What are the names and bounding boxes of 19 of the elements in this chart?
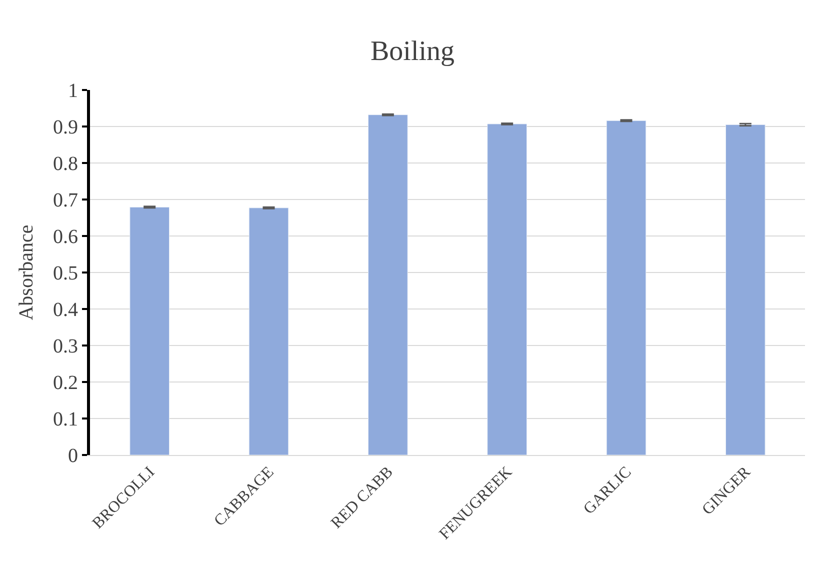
bar <box>726 124 766 455</box>
bar <box>130 206 170 455</box>
y-tick-label: 0 <box>68 445 78 467</box>
chart-title: Boiling <box>370 36 455 67</box>
bar <box>606 120 646 455</box>
y-tick-label: 1 <box>68 80 78 102</box>
y-tick-label: 0.7 <box>53 190 78 212</box>
bar <box>368 114 408 455</box>
y-tick-label: 0.1 <box>53 408 78 430</box>
y-tick-label: 0.5 <box>53 262 78 284</box>
bar <box>248 208 289 455</box>
y-tick-label: 0.6 <box>53 226 78 248</box>
y-axis-title: Absorbance <box>16 224 38 320</box>
y-tick-label: 0.8 <box>53 153 78 175</box>
bar <box>487 124 527 455</box>
y-tick-label: 0.2 <box>53 372 78 394</box>
y-tick-label: 0.9 <box>53 116 78 138</box>
y-tick-label: 0.4 <box>53 299 78 321</box>
y-tick-label: 0.3 <box>53 336 78 358</box>
